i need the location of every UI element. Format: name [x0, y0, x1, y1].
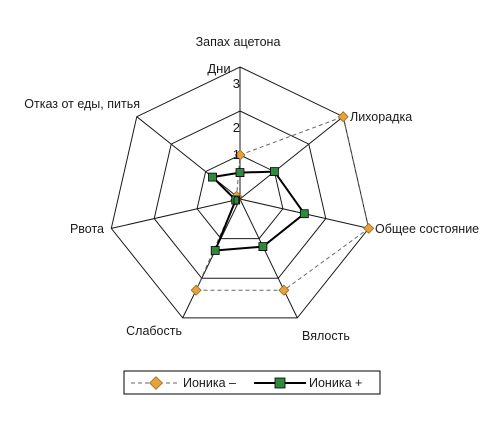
axis-spoke-3: [239, 198, 298, 319]
legend-label-series-1: Ионика +: [309, 376, 362, 390]
axis-spoke-1: [239, 116, 344, 200]
axis-spoke-5: [111, 198, 241, 229]
series-0-point-4: [190, 284, 202, 296]
series-1-point-2: [299, 209, 309, 219]
legend: Ионика – Ионика +: [123, 370, 381, 395]
axis-spoke-4: [182, 198, 241, 319]
unit-label: Дни: [207, 61, 230, 76]
grid-layer: [110, 66, 370, 319]
grid-ring-2: [153, 110, 327, 279]
axis-label-vomiting: Рвота: [70, 222, 104, 236]
series-1-point-1: [269, 167, 279, 177]
series-1-point-5: [231, 195, 241, 205]
axis-label-food-refusal: Отказ от еды, питья: [24, 97, 140, 111]
legend-box: [123, 370, 381, 395]
axis-label-fever: Лихорадка: [350, 110, 412, 124]
grid-ring-1: [196, 154, 284, 240]
legend-marker-series-1: [274, 377, 286, 389]
axis-label-weakness: Слабость: [126, 324, 182, 338]
series-1-point-0: [235, 168, 245, 178]
series-layer: [190, 111, 375, 296]
legend-label-series-0: Ионика –: [183, 376, 236, 390]
axis-label-lethargy: Вялость: [302, 329, 350, 343]
series-1-point-4: [210, 246, 220, 255]
label-layer: Дни 0 1 2 3 Запах ацетона Лихорадка Обще…: [24, 35, 479, 343]
axis-spoke-6: [136, 116, 241, 200]
series-0-point-0: [234, 149, 246, 161]
tick-label-1: 1: [233, 147, 240, 162]
series-1-point-3: [258, 242, 268, 252]
axis-label-general-state: Общее состояние: [375, 222, 479, 236]
tick-label-2: 2: [233, 120, 240, 135]
legend-marker-series-0: [149, 376, 163, 390]
tick-label-3: 3: [233, 76, 240, 91]
series-1-point-6: [208, 172, 217, 182]
series-0-point-1: [337, 111, 349, 123]
series-0-point-2: [363, 222, 375, 234]
tick-label-0: 0: [233, 193, 240, 208]
series-0-point-3: [278, 284, 290, 296]
axis-label-acetone: Запах ацетона: [196, 35, 281, 49]
